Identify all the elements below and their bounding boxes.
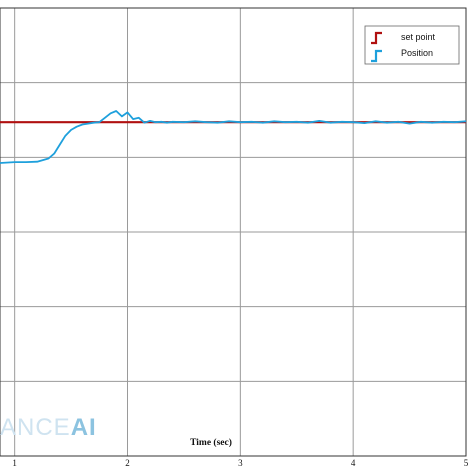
plot-frame xyxy=(0,7,467,457)
x-tick-label: 2 xyxy=(125,458,130,468)
x-tick-label: 5 xyxy=(464,458,469,468)
watermark-text: ANCE xyxy=(0,414,71,441)
grid xyxy=(0,8,467,456)
legend-label-position: Position xyxy=(401,48,433,58)
legend-swatch-position xyxy=(371,49,382,63)
x-tick-label: 3 xyxy=(238,458,243,468)
watermark-ai: AI xyxy=(70,414,97,441)
x-tick-label: 1 xyxy=(12,458,17,468)
watermark: ANCEAI xyxy=(0,414,97,442)
x-axis-label: Time (sec) xyxy=(190,437,232,448)
series-line-position xyxy=(0,110,467,164)
x-tick-labels: 1 2 3 4 5 xyxy=(12,458,468,468)
legend-swatch-set-point xyxy=(371,31,382,45)
series-layer xyxy=(0,110,467,164)
legend: set point Position xyxy=(364,25,460,65)
x-tick-label: 4 xyxy=(351,458,356,468)
legend-label-set-point: set point xyxy=(401,32,436,42)
